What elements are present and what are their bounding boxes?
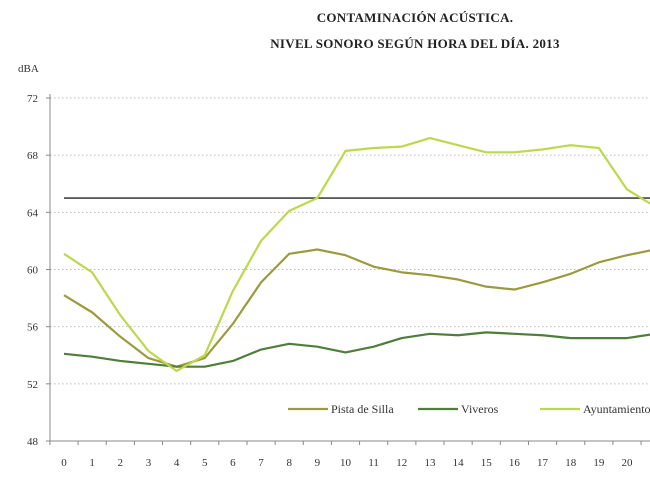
x-tick-label: 3: [146, 457, 152, 469]
x-tick-label: 16: [509, 457, 521, 469]
series-line-pista-de-silla: [63, 248, 650, 368]
x-tick-label: 6: [230, 457, 236, 469]
y-tick-label: 60: [27, 265, 39, 277]
x-tick-label: 13: [424, 457, 436, 469]
x-tick-label: 5: [202, 457, 208, 469]
x-tick-label: 17: [537, 457, 549, 469]
legend-label: Ayuntamiento: [583, 402, 650, 416]
y-tick-label: 64: [27, 207, 39, 219]
chart-title: CONTAMINACIÓN ACÚSTICA.: [316, 10, 514, 25]
x-tick-label: 10: [340, 457, 352, 469]
legend-label: Pista de Silla: [331, 402, 394, 416]
y-tick-label: 52: [27, 379, 38, 391]
legend-label: Viveros: [461, 402, 499, 416]
x-tick-label: 4: [174, 457, 180, 469]
series-line-viveros: [63, 331, 650, 368]
x-tick-label: 9: [315, 457, 321, 469]
x-tick-label: 1: [89, 457, 95, 469]
y-tick-label: 68: [27, 150, 39, 162]
x-tick-label: 19: [593, 457, 605, 469]
chart-subtitle: NIVEL SONORO SEGÚN HORA DEL DÍA. 2013: [270, 36, 560, 51]
series-line-ayuntamiento: [63, 136, 650, 373]
y-axis-label: dBA: [18, 63, 39, 75]
y-tick-label: 72: [27, 93, 38, 105]
x-tick-label: 12: [396, 457, 407, 469]
x-tick-label: 20: [622, 457, 634, 469]
x-tick-label: 2: [118, 457, 124, 469]
x-tick-label: 18: [565, 457, 577, 469]
x-tick-label: 0: [61, 457, 67, 469]
x-tick-label: 15: [481, 457, 493, 469]
x-tick-label: 11: [368, 457, 379, 469]
y-tick-label: 56: [27, 322, 39, 334]
y-tick-label: 48: [27, 436, 39, 448]
x-tick-label: 8: [286, 457, 292, 469]
x-tick-label: 7: [258, 457, 264, 469]
x-tick-label: 14: [453, 457, 465, 469]
